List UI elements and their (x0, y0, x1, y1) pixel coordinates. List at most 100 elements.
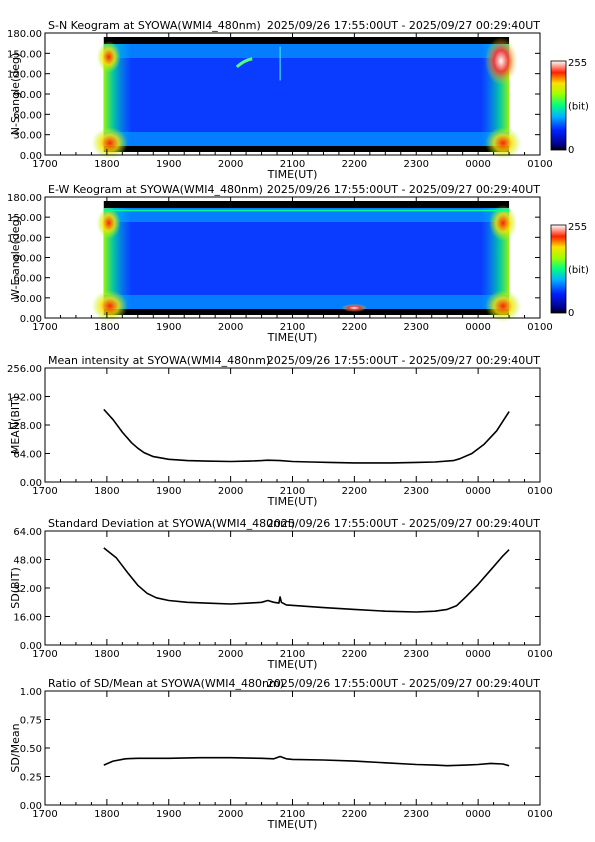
y-tick-label: 30.00 (13, 294, 42, 305)
panel-time-range: 2025/09/26 17:55:00UT - 2025/09/27 00:29… (267, 517, 540, 530)
y-tick-label: 0.75 (20, 716, 42, 727)
keogram-body (103, 44, 510, 146)
colorbar (550, 60, 567, 151)
panel-4: Standard Deviation at SYOWA(WMI4_480nm)2… (9, 517, 553, 671)
x-tick-label: 1700 (32, 649, 57, 660)
x-tick-label: 1900 (156, 486, 181, 497)
x-tick-label: 2000 (218, 809, 243, 820)
panel-title: Standard Deviation at SYOWA(WMI4_480nm) (48, 517, 295, 530)
plot-frame (44, 367, 541, 483)
x-tick-label: 2000 (218, 649, 243, 660)
y-tick-label: 0.00 (20, 151, 42, 162)
panel-5: Ratio of SD/Mean at SYOWA(WMI4_480nm)202… (9, 677, 553, 831)
x-tick-label: 2300 (404, 322, 429, 333)
keogram-corner-tr (485, 37, 518, 85)
y-tick-label: 256.00 (7, 364, 42, 375)
keogram-horizon-top (103, 201, 510, 208)
colorbar-unit-label: (bit) (568, 102, 589, 113)
plot-frame (44, 530, 541, 646)
x-axis-label: TIME(UT) (267, 331, 318, 344)
x-tick-label: 2000 (218, 159, 243, 170)
panel-1: S-N Keogram at SYOWA(WMI4_480nm) 2025/09/… (7, 19, 589, 181)
x-tick-label: 2100 (280, 649, 305, 660)
y-axis-label: SD(BIT) (9, 567, 22, 609)
colorbar-min-label: 0 (568, 145, 574, 156)
x-tick-label: 1700 (32, 322, 57, 333)
colorbar-max-label: 255 (568, 58, 587, 69)
x-axis-label: TIME(UT) (267, 818, 318, 831)
panel-time-range: 2025/09/26 17:55:00UT - 2025/09/27 00:29… (267, 183, 540, 196)
x-tick-label: 0000 (465, 159, 490, 170)
y-tick-label: 60.00 (13, 274, 42, 285)
y-tick-label: 0.00 (20, 641, 42, 652)
panel-title: Ratio of SD/Mean at SYOWA(WMI4_480nm) (48, 677, 284, 690)
x-tick-label: 0100 (527, 486, 552, 497)
x-tick-label: 1700 (32, 809, 57, 820)
x-tick-label: 0000 (465, 322, 490, 333)
x-tick-label: 0000 (465, 649, 490, 660)
keogram-corner-tl (96, 207, 121, 239)
panel-time-range: 2025/09/26 17:55:00UT - 2025/09/27 00:29… (267, 19, 540, 32)
x-tick-label: 2100 (280, 486, 305, 497)
y-tick-label: 64.00 (13, 450, 42, 461)
y-tick-label: 180.00 (7, 29, 42, 40)
panel-time-range: 2025/09/26 17:55:00UT - 2025/09/27 00:29… (267, 677, 540, 690)
keogram-horizon-bottom (103, 146, 510, 152)
x-tick-label: 2300 (404, 159, 429, 170)
keogram-corner-br (485, 290, 522, 322)
x-tick-label: 1900 (156, 322, 181, 333)
y-tick-label: 64.00 (13, 527, 42, 538)
y-tick-label: 0.25 (20, 773, 42, 784)
plot-frame (44, 690, 541, 806)
y-tick-label: 120.00 (7, 233, 42, 244)
colorbar-max-label: 255 (568, 222, 587, 233)
panel-title: E-W Keogram at SYOWA(WMI4_480nm) (48, 183, 263, 196)
keogram-band-top (103, 44, 510, 58)
x-tick-label: 2200 (342, 486, 367, 497)
y-tick-label: 0.00 (20, 801, 42, 812)
y-tick-label: 60.00 (13, 110, 42, 121)
colorbar-min-label: 0 (568, 308, 574, 319)
x-tick-label: 2200 (342, 159, 367, 170)
keogram-corner-bl (91, 290, 128, 322)
x-tick-label: 0100 (527, 322, 552, 333)
x-tick-label: 2100 (280, 322, 305, 333)
y-tick-label: 48.00 (13, 556, 42, 567)
keogram-corner-bl (91, 127, 128, 159)
keogram-corner-tl (96, 41, 121, 73)
y-tick-label: 150.00 (7, 213, 42, 224)
keogram-horizon-top (103, 37, 510, 44)
keogram-band-top (103, 208, 510, 222)
y-axis-label: N-S angle(deg) (9, 53, 22, 136)
x-tick-label: 2200 (342, 322, 367, 333)
y-tick-label: 0.00 (20, 314, 42, 325)
x-axis-label: TIME(UT) (267, 168, 318, 181)
y-axis-label: MEAN(BIT) (9, 396, 22, 454)
x-tick-label: 0000 (465, 809, 490, 820)
x-tick-label: 1900 (156, 809, 181, 820)
x-tick-label: 0000 (465, 486, 490, 497)
x-tick-label: 2300 (404, 486, 429, 497)
keogram-image (91, 37, 522, 159)
panel-title: Mean intensity at SYOWA(WMI4_480nm) (48, 354, 270, 367)
x-tick-label: 1900 (156, 649, 181, 660)
y-tick-label: 32.00 (13, 584, 42, 595)
x-tick-label: 2200 (342, 809, 367, 820)
x-tick-label: 2000 (218, 486, 243, 497)
keogram-corner-br (485, 127, 522, 159)
x-tick-label: 1700 (32, 159, 57, 170)
y-axis-label: W-E angle(deg) (9, 215, 22, 300)
panel-title: S-N Keogram at SYOWA(WMI4_480nm) (48, 19, 261, 32)
y-tick-label: 0.50 (20, 744, 42, 755)
panel-time-range: 2025/09/26 17:55:00UT - 2025/09/27 00:29… (267, 354, 540, 367)
y-tick-label: 30.00 (13, 131, 42, 142)
y-tick-label: 90.00 (13, 254, 42, 265)
keogram-band-bottom (103, 132, 510, 146)
x-tick-label: 1800 (94, 809, 119, 820)
y-tick-label: 90.00 (13, 90, 42, 101)
keogram-hotspot (341, 303, 368, 312)
keogram-horizon-bottom (103, 309, 510, 315)
keogram-image (91, 201, 522, 322)
data-line (103, 755, 510, 767)
